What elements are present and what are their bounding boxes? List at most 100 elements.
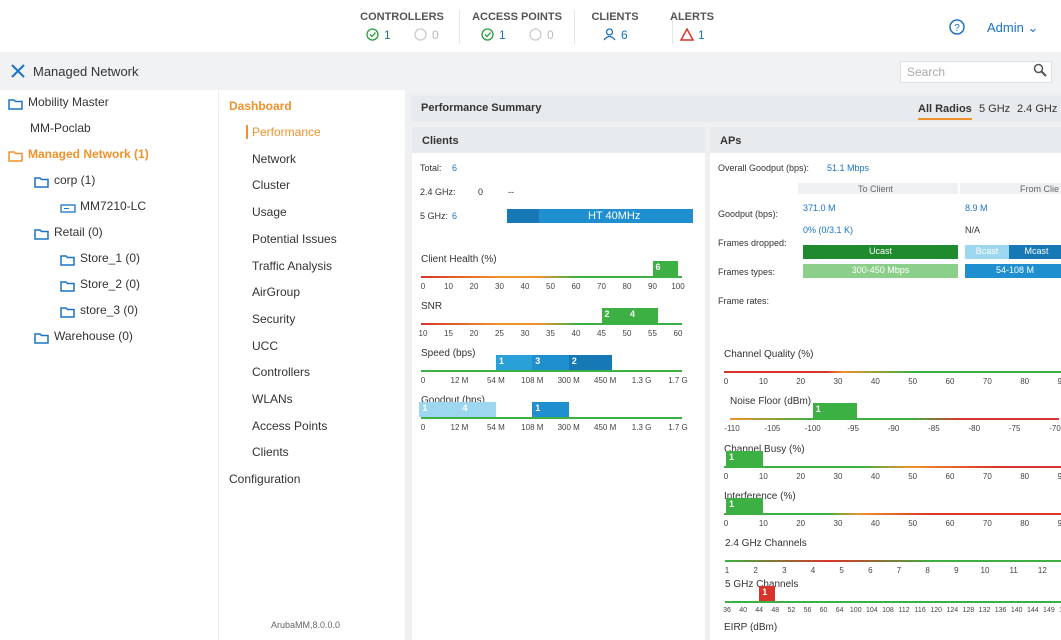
axis-label: 10: [758, 472, 768, 481]
stat-icon: [366, 28, 379, 41]
radio-label: HT 40MHz: [588, 210, 641, 222]
user-name[interactable]: Admin: [987, 20, 1024, 35]
axis-label: 70: [982, 377, 992, 386]
hist-title: Client Health (%): [421, 254, 497, 265]
menu-item[interactable]: Network: [252, 151, 297, 166]
frame-bar: [965, 245, 1009, 259]
stat-value: 0: [547, 28, 554, 42]
tree-item[interactable]: Store_1 (0): [80, 251, 141, 265]
menu-item[interactable]: Traffic Analysis: [252, 258, 333, 273]
frame-label: Bcast: [975, 246, 999, 256]
aps-panel: APs Overall Goodput (bps): 51.1 Mbps To Cli…: [710, 127, 1061, 640]
tree-item[interactable]: Mobility Master: [28, 95, 109, 109]
axis-label: 2: [753, 566, 758, 575]
menu-item[interactable]: Cluster: [252, 178, 291, 193]
hist-bar: 1: [726, 498, 764, 513]
menu-item[interactable]: Configuration: [229, 472, 301, 486]
hist-title: EIRP (dBm): [724, 622, 778, 633]
hist-title: 5 GHz Channels: [725, 579, 799, 590]
axis-label: 300 M: [557, 376, 580, 385]
axis-label: 50: [908, 472, 918, 481]
axis-label: 15: [444, 329, 453, 338]
axis-label: 60: [945, 519, 955, 528]
axis-label: 108 M: [521, 376, 544, 385]
tree-icon: [60, 201, 76, 213]
menu-item[interactable]: Performance: [246, 125, 321, 139]
axis-label: 40: [870, 377, 880, 386]
axis-label: 40: [571, 329, 581, 338]
search-box[interactable]: [900, 61, 1052, 83]
axis-label: 20: [796, 472, 806, 481]
search-icon[interactable]: [1033, 63, 1047, 77]
axis-label: 10: [758, 377, 768, 386]
axis-label: 30: [833, 519, 843, 528]
tree-item[interactable]: MM7210-LC: [80, 199, 147, 213]
axis-label: 1.7 G: [668, 423, 688, 432]
axis-label: 50: [908, 377, 918, 386]
help-icon[interactable]: ?: [949, 19, 965, 35]
label: Frames types:: [718, 267, 776, 277]
menu-item[interactable]: AirGroup: [252, 285, 301, 300]
label: Overall Goodput (bps):: [718, 163, 810, 173]
axis-label: 8: [925, 566, 930, 575]
axis-label: 35: [546, 329, 555, 338]
stat-value: 1: [384, 28, 391, 42]
axis-label: 4: [810, 566, 816, 575]
user-menu[interactable]: Admin ⌄: [987, 20, 1039, 35]
axis-label: 6: [868, 566, 873, 575]
menu-item[interactable]: UCC: [252, 338, 278, 353]
search-placeholder[interactable]: Search: [907, 65, 946, 79]
tree-item[interactable]: corp (1): [54, 173, 96, 187]
menu-item[interactable]: Security: [252, 311, 296, 326]
hist-bar: 1: [726, 451, 764, 466]
tab[interactable]: All Radios: [918, 103, 972, 120]
tree-item[interactable]: Store_2 (0): [80, 277, 141, 291]
row-value: 0: [478, 187, 484, 197]
tree-item[interactable]: Retail (0): [54, 225, 103, 239]
tree-item[interactable]: Warehouse (0): [54, 329, 133, 343]
version: ArubaMM,8.0.0.0: [271, 620, 341, 630]
separator: [459, 10, 460, 44]
hist-title: Channel Quality (%): [724, 349, 814, 360]
stat-icon: [414, 28, 427, 41]
separator: [672, 10, 673, 44]
axis-label: 100: [849, 607, 862, 614]
tree-icon: [34, 331, 50, 344]
menu-item[interactable]: Access Points: [252, 418, 328, 433]
axis-label: -80: [968, 424, 981, 433]
axis-label: 52: [787, 607, 796, 614]
axis-label: -90: [887, 424, 900, 433]
axis-label: 70: [597, 282, 606, 291]
tab[interactable]: 5 GHz: [979, 103, 1011, 115]
hist-title: Channel Busy (%): [724, 444, 805, 455]
col-bg: [798, 183, 958, 194]
axis-label: 1: [724, 566, 730, 575]
menu-heading[interactable]: Dashboard: [229, 99, 292, 113]
frame-label: Ucast: [868, 246, 893, 256]
tab[interactable]: 2.4 GHz: [1017, 103, 1058, 115]
menu-item[interactable]: WLANs: [252, 392, 293, 406]
close-icon[interactable]: [10, 63, 26, 79]
tree-item[interactable]: store_3 (0): [80, 303, 139, 317]
axis-label: 0: [723, 377, 729, 386]
axis-label: -70: [1049, 424, 1061, 433]
tree-item[interactable]: MM-Poclab: [30, 121, 91, 135]
stat-icon: [679, 27, 695, 41]
axis-label: 30: [520, 329, 530, 338]
axis-label: 60: [819, 607, 828, 614]
content: Performance Summary Clients Total: 6 2.4 GH…: [405, 90, 1061, 640]
axis-label: 80: [1020, 472, 1030, 481]
menu-item[interactable]: Clients: [252, 445, 289, 460]
axis-label: 112: [898, 607, 910, 614]
menu-item[interactable]: Usage: [252, 205, 287, 220]
value: 8.9 M: [965, 203, 988, 213]
menu-item[interactable]: Potential Issues: [252, 231, 337, 246]
axis-label: 48: [771, 607, 780, 614]
axis-label: 30: [833, 472, 843, 481]
axis-label: 140: [1010, 607, 1023, 614]
axis-label: 44: [755, 607, 764, 614]
hist-title: SNR: [421, 301, 443, 312]
axis-label: 60: [571, 282, 581, 291]
tree-item[interactable]: Managed Network (1): [28, 147, 149, 161]
menu-item[interactable]: Controllers: [252, 365, 311, 380]
